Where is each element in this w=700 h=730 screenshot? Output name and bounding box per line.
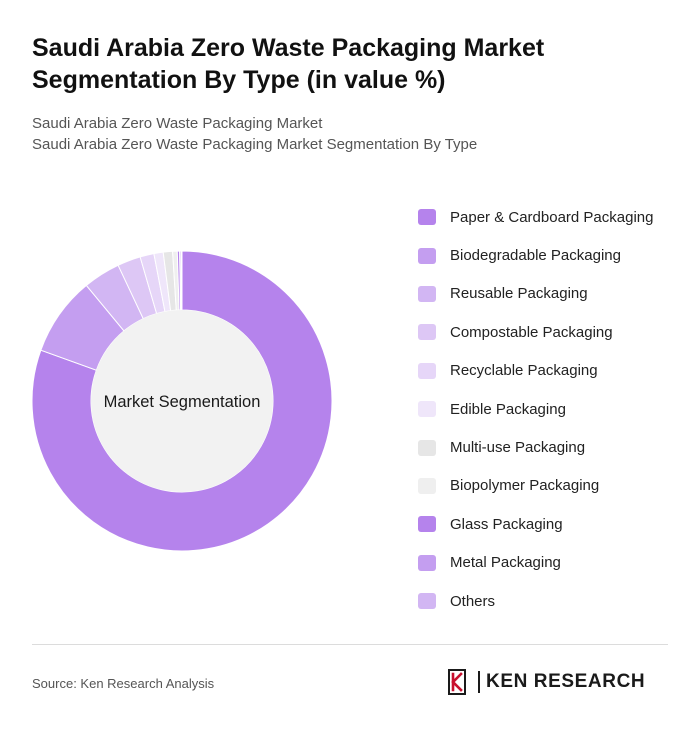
legend-swatch — [418, 362, 436, 379]
legend-item: Recyclable Packaging — [418, 352, 688, 390]
brand-mark: KEN RESEARCH — [446, 668, 645, 696]
legend-label: Biodegradable Packaging — [450, 247, 621, 265]
legend-swatch — [418, 477, 436, 494]
legend-label: Others — [450, 592, 496, 610]
legend-item: Metal Packaging — [418, 544, 688, 582]
legend-swatch — [418, 439, 436, 456]
legend-item: Multi-use Packaging — [418, 428, 688, 466]
legend-swatch — [418, 247, 436, 264]
subtitle-line-1: Saudi Arabia Zero Waste Packaging Market — [32, 115, 323, 132]
footer-divider — [32, 644, 668, 645]
legend-item: Edible Packaging — [418, 390, 688, 428]
legend-swatch — [418, 554, 436, 571]
legend-label: Glass Packaging — [450, 515, 563, 533]
ken-research-logo-icon — [448, 669, 466, 695]
legend-label: Recyclable Packaging — [450, 362, 598, 380]
donut-slices — [31, 250, 333, 552]
legend-item: Paper & Cardboard Packaging — [418, 198, 688, 236]
legend-item: Biodegradable Packaging — [418, 236, 688, 274]
legend-item: Glass Packaging — [418, 505, 688, 543]
source-note: Source: Ken Research Analysis — [32, 676, 215, 691]
legend-label: Edible Packaging — [450, 400, 566, 418]
donut-center-label: Market Segmentation — [104, 393, 261, 411]
donut-center — [91, 310, 273, 492]
legend-label: Compostable Packaging — [450, 323, 613, 341]
legend-item: Biopolymer Packaging — [418, 467, 688, 505]
chart-legend: Paper & Cardboard Packaging Biodegradable… — [418, 198, 688, 620]
legend-item: Reusable Packaging — [418, 275, 688, 313]
legend-swatch — [418, 516, 436, 533]
legend-swatch — [418, 324, 436, 341]
legend-swatch — [418, 209, 436, 226]
legend-label: Biopolymer Packaging — [450, 477, 600, 495]
donut-chart: Market Segmentation — [31, 250, 333, 552]
legend-swatch — [418, 401, 436, 418]
donut-slice — [180, 250, 183, 311]
legend-label: Paper & Cardboard Packaging — [450, 208, 654, 226]
legend-label: Multi-use Packaging — [450, 439, 586, 457]
legend-swatch — [418, 593, 436, 610]
chart-title: Saudi Arabia Zero Waste Packaging Market… — [32, 34, 545, 94]
legend-label: Reusable Packaging — [450, 285, 588, 303]
legend-label: Metal Packaging — [450, 554, 561, 572]
brand-name: KEN RESEARCH — [478, 671, 645, 693]
legend-item: Compostable Packaging — [418, 313, 688, 351]
legend-swatch — [418, 285, 436, 302]
chart-subtitle: Saudi Arabia Zero Waste Packaging Market… — [32, 113, 652, 155]
subtitle-line-2: Saudi Arabia Zero Waste Packaging Market… — [32, 136, 478, 153]
legend-item: Others — [418, 582, 688, 620]
